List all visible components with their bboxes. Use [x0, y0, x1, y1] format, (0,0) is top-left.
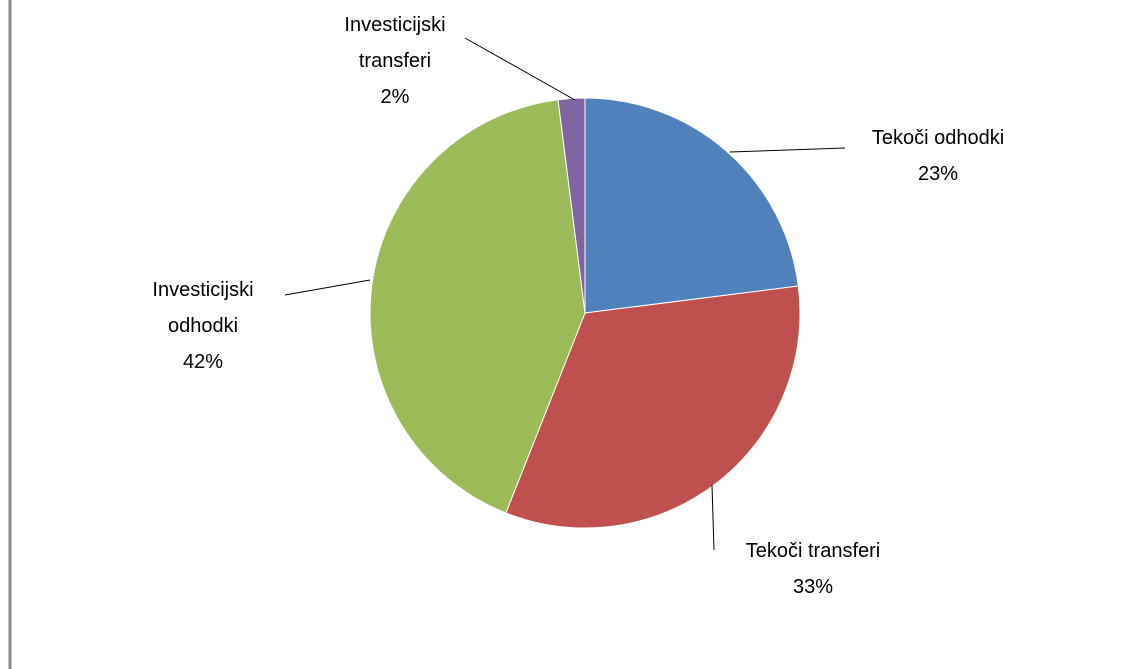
- slice-percent: 2%: [380, 86, 410, 108]
- data-label: Tekoči transferi 33%: [713, 533, 913, 605]
- slice-name: Tekoči transferi: [745, 540, 881, 562]
- pie-slice: [505, 285, 801, 529]
- data-label: Investicijski transferi 2%: [325, 7, 465, 115]
- leader-line: [284, 279, 371, 296]
- data-label: Tekoči odhodki 23%: [838, 120, 1038, 192]
- slice-name: Investicijski odhodki: [152, 279, 254, 337]
- leader-line: [729, 147, 846, 153]
- slice-percent: 42%: [182, 351, 224, 373]
- leader-line: [464, 37, 576, 101]
- pie-slice: [584, 97, 799, 314]
- leader-line: [711, 484, 715, 551]
- slice-name: Investicijski transferi: [344, 14, 446, 72]
- data-label: Investicijski odhodki 42%: [133, 272, 273, 380]
- pie-slice: [369, 99, 586, 514]
- slice-name: Tekoči odhodki: [871, 127, 1005, 149]
- slice-percent: 33%: [792, 576, 834, 598]
- slice-percent: 23%: [917, 163, 959, 185]
